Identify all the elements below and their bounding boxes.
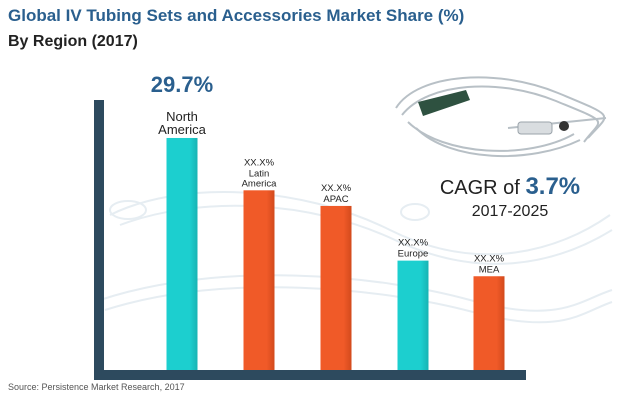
chart-title: Global IV Tubing Sets and Accessories Ma… xyxy=(8,6,465,25)
x-axis-line xyxy=(94,370,526,380)
value-label-apac: XX.X% xyxy=(321,183,352,194)
iv-tubing-image xyxy=(395,76,607,158)
cagr-prefix: CAGR of xyxy=(439,177,520,199)
bar-apac xyxy=(320,205,352,370)
bar-north-america xyxy=(166,137,198,370)
chart-axes xyxy=(94,100,526,380)
bar-latin-america xyxy=(243,190,275,370)
cagr-line: CAGR of 3.7% xyxy=(435,173,585,201)
cagr-period: 2017-2025 xyxy=(471,203,549,220)
cagr-value: 3.7% xyxy=(525,173,581,200)
value-label-latin-america: XX.X% xyxy=(244,157,275,168)
category-label-latin-america: Latin America xyxy=(242,168,278,189)
category-label-north-america: North America xyxy=(158,109,206,137)
y-axis-line xyxy=(94,100,104,380)
value-label-europe: XX.X% xyxy=(398,238,429,249)
bar-mea xyxy=(473,276,505,370)
value-label-north-america: 29.7% xyxy=(151,72,213,97)
value-label-mea: XX.X% xyxy=(474,253,505,264)
category-label-mea: MEA xyxy=(479,264,500,275)
cagr-callout: CAGR of 3.7% 2017-2025 xyxy=(435,173,585,221)
category-label-europe: Europe xyxy=(398,249,429,260)
source-note: Source: Persistence Market Research, 201… xyxy=(8,382,185,392)
bar-europe xyxy=(397,260,429,370)
category-label-apac: APAC xyxy=(323,194,348,205)
chart-subtitle: By Region (2017) xyxy=(8,33,138,50)
